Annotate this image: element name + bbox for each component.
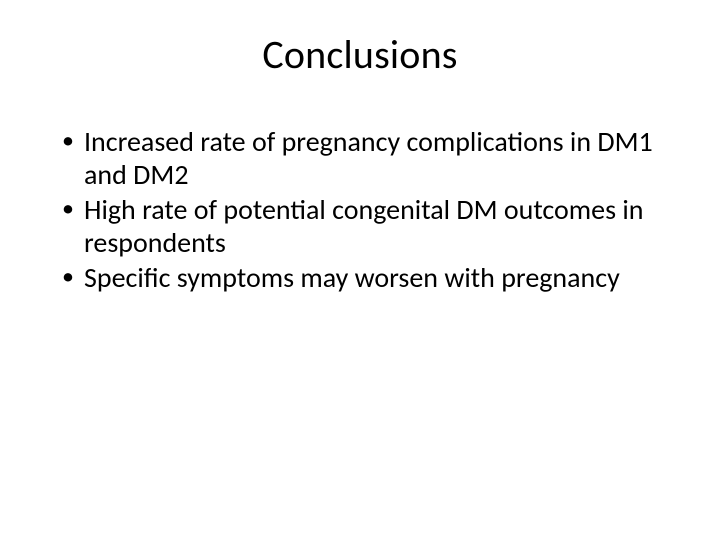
bullet-list: Increased rate of pregnancy complication…	[40, 125, 680, 294]
slide-title: Conclusions	[40, 30, 680, 79]
list-item: High rate of potential congenital DM out…	[62, 193, 680, 259]
list-item: Increased rate of pregnancy complication…	[62, 125, 680, 191]
slide: Conclusions Increased rate of pregnancy …	[0, 0, 720, 540]
list-item: Specific symptoms may worsen with pregna…	[62, 261, 680, 294]
